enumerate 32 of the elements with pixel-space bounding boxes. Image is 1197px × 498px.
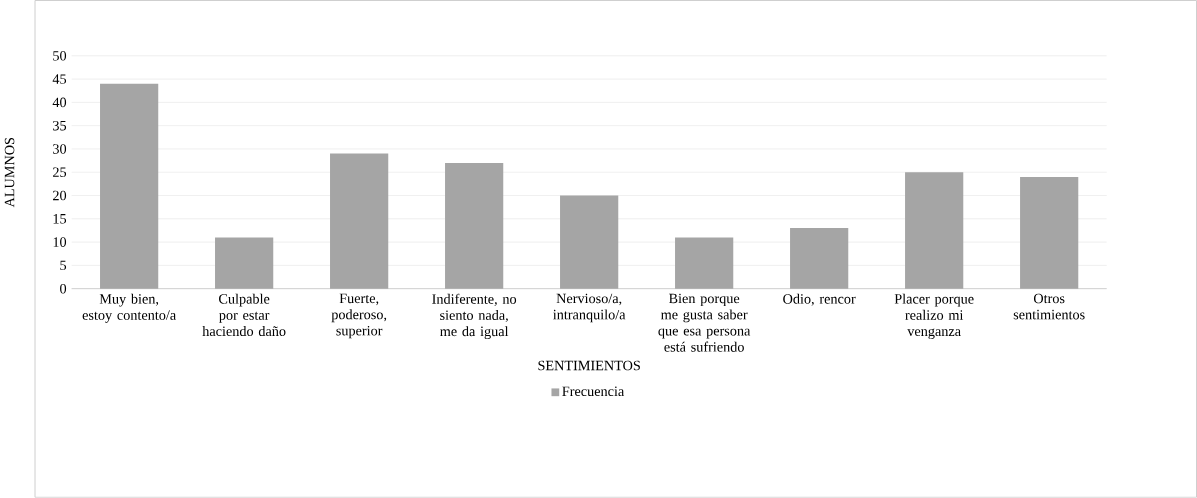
y-tick-label: 40 bbox=[52, 97, 67, 108]
bar bbox=[330, 153, 389, 289]
x-tick-label: Odio, rencor bbox=[783, 293, 856, 306]
x-tick-label: Bien porque me gusta saber que esa persona está sufriendo bbox=[658, 293, 751, 352]
y-tick-label: 35 bbox=[53, 120, 67, 131]
x-tick-label: Culpable por estar haciendo daño bbox=[202, 293, 286, 337]
y-tick-label: 10 bbox=[53, 237, 67, 248]
y-tick-label: 0 bbox=[60, 283, 67, 294]
y-tick-label: 30 bbox=[53, 144, 67, 154]
bar bbox=[675, 237, 734, 289]
bar bbox=[560, 195, 619, 289]
x-tick-label: Muy bien, estoy contento/a bbox=[82, 293, 176, 323]
x-axis-title: SENTIMIENTOS bbox=[538, 360, 640, 371]
legend-label: Frecuencia bbox=[562, 386, 625, 397]
y-tick-label: 25 bbox=[53, 167, 67, 178]
y-tick-label: 50 bbox=[53, 51, 67, 61]
bar bbox=[215, 237, 274, 289]
y-axis-title: ALUMNOS bbox=[4, 138, 15, 208]
x-tick-label: Placer porque realizo mi venganza bbox=[894, 293, 974, 340]
bar bbox=[790, 228, 849, 289]
bar bbox=[905, 172, 964, 289]
y-tick-label: 5 bbox=[60, 260, 67, 271]
bar bbox=[445, 163, 504, 289]
bar bbox=[100, 83, 159, 289]
y-tick-label: 15 bbox=[53, 214, 67, 224]
y-tick-label: 20 bbox=[53, 190, 67, 201]
x-tick-label: Fuerte, poderoso, superior bbox=[331, 293, 387, 339]
y-tick-label: 45 bbox=[52, 74, 67, 84]
x-tick-label: Nervioso/a, intranquilo/a bbox=[553, 293, 626, 323]
x-tick-label: Indiferente, no siento nada, me da igual bbox=[432, 293, 517, 340]
x-tick-label: Otros sentimientos bbox=[1013, 293, 1085, 320]
bar bbox=[1020, 177, 1079, 289]
